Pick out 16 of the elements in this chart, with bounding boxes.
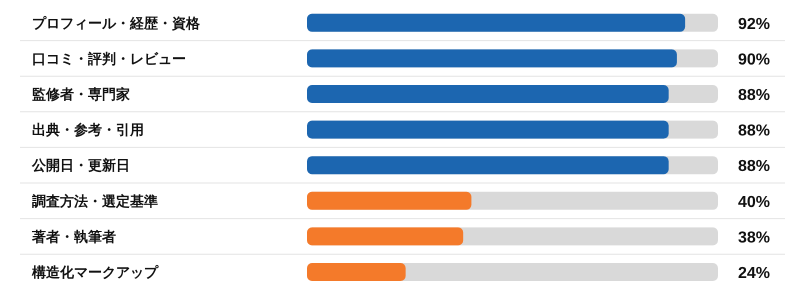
y-tick-label: 監修者・専門家 xyxy=(32,86,130,103)
y-tick-label: 出典・参考・引用 xyxy=(32,122,144,139)
data-label: 38% xyxy=(738,229,770,246)
data-label: 88% xyxy=(738,87,770,104)
data-label: 90% xyxy=(738,51,770,68)
y-tick-label: 構造化マークアップ xyxy=(31,264,159,281)
data-label: 24% xyxy=(738,265,770,282)
data-label: 92% xyxy=(738,16,770,33)
y-tick-label: 調査方法・選定基準 xyxy=(32,192,158,210)
data-label: 40% xyxy=(738,194,770,211)
y-tick-label: 公開日・更新日 xyxy=(31,157,130,174)
data-label: 88% xyxy=(738,122,770,140)
y-tick-label: 著者・執筆者 xyxy=(31,229,116,246)
data-label: 88% xyxy=(738,158,770,176)
y-tick-label: 口コミ・評判・レビュー xyxy=(32,50,186,68)
y-tick-label: プロフィール・経歴・資格 xyxy=(32,14,201,32)
